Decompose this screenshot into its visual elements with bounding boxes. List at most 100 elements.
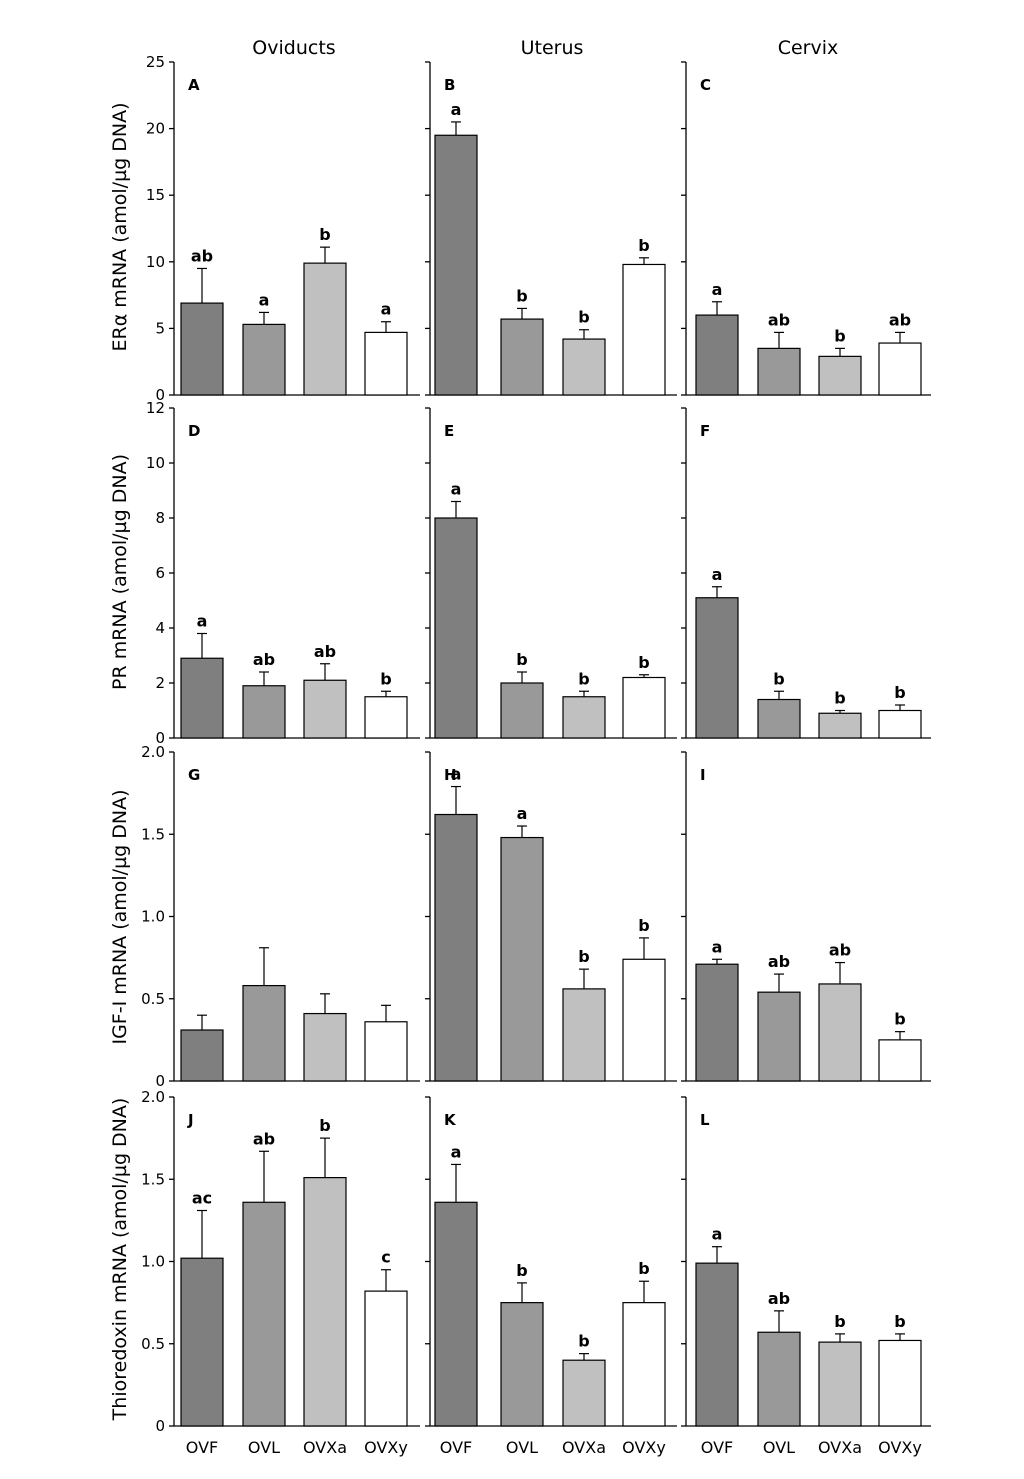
panel-letter: B bbox=[444, 76, 455, 94]
y-tick-label: 4 bbox=[155, 619, 165, 637]
panel-letter: E bbox=[444, 422, 454, 440]
significance-label: a bbox=[712, 280, 723, 299]
panel-letter: H bbox=[444, 766, 457, 784]
panel-f: Fa b b b bbox=[681, 407, 931, 739]
panel-i: Ia ab ab b bbox=[681, 751, 931, 1082]
y-tick-label: 0.5 bbox=[141, 1335, 165, 1353]
x-tick-label: OVL bbox=[248, 1438, 280, 1457]
bar-ovf bbox=[180, 1257, 224, 1427]
significance-label: a bbox=[451, 1142, 462, 1161]
significance-label: a bbox=[712, 1225, 723, 1244]
y-tick-label: 1.5 bbox=[141, 1170, 165, 1188]
bar-ovxa bbox=[303, 679, 347, 739]
y-tick-label: 2.0 bbox=[141, 1088, 165, 1106]
y-tick-label: 0 bbox=[155, 729, 165, 747]
x-tick-label: OVXa bbox=[818, 1438, 862, 1457]
significance-label: b bbox=[834, 1312, 845, 1331]
significance-label: b bbox=[578, 669, 589, 688]
panel-letter: D bbox=[188, 422, 200, 440]
panel-letter: F bbox=[700, 422, 710, 440]
panel-d: 0 2 4 6 8 10 12 Da ab ab b bbox=[146, 399, 420, 747]
significance-label: ab bbox=[253, 650, 275, 669]
panel-letter: I bbox=[700, 766, 706, 784]
panel-letter: K bbox=[444, 1111, 457, 1129]
significance-label: b bbox=[894, 683, 905, 702]
bar-ovxy bbox=[364, 696, 408, 739]
bar-ovl bbox=[242, 323, 286, 396]
y-tick-label: 20 bbox=[146, 120, 165, 138]
y-tick-label: 2.0 bbox=[141, 743, 165, 761]
x-tick-label: OVXy bbox=[878, 1438, 922, 1457]
bar-ovf bbox=[180, 657, 224, 739]
significance-label: b bbox=[773, 669, 784, 688]
bar-ovxa bbox=[303, 262, 347, 396]
significance-label: b bbox=[319, 225, 330, 244]
row-label-pr: PR mRNA (amol/µg DNA) bbox=[109, 454, 131, 690]
bar-ovxa bbox=[562, 1359, 606, 1427]
bar-ovl bbox=[242, 984, 286, 1082]
bar-ovf bbox=[434, 134, 478, 396]
significance-label: b bbox=[516, 286, 527, 305]
y-tick-label: 1.5 bbox=[141, 825, 165, 843]
row-label-igf1: IGF-I mRNA (amol/µg DNA) bbox=[109, 789, 131, 1044]
panel-letter: C bbox=[700, 76, 711, 94]
row-label-er-alpha: ERα mRNA (amol/µg DNA) bbox=[109, 102, 131, 351]
column-title-uterus: Uterus bbox=[521, 37, 584, 59]
significance-label: ab bbox=[253, 1129, 275, 1148]
significance-label: a bbox=[712, 565, 723, 584]
significance-label: a bbox=[712, 937, 723, 956]
x-tick-label: OVXa bbox=[303, 1438, 347, 1457]
bar-ovxa bbox=[562, 696, 606, 739]
bar-ovxy bbox=[364, 331, 408, 396]
significance-label: b bbox=[578, 1332, 589, 1351]
significance-label: a bbox=[381, 300, 392, 319]
significance-label: b bbox=[516, 650, 527, 669]
bar-ovxa bbox=[818, 983, 862, 1082]
significance-label: a bbox=[451, 100, 462, 119]
bar-ovl bbox=[757, 347, 801, 396]
significance-label: b bbox=[578, 947, 589, 966]
y-tick-label: 0.5 bbox=[141, 990, 165, 1008]
bar-ovf bbox=[180, 1029, 224, 1082]
panel-k: Ka OVF b OVL b OVXa b OVXy bbox=[425, 1096, 677, 1457]
panel-b: Ba b b b bbox=[425, 61, 677, 396]
significance-label: b bbox=[638, 1259, 649, 1278]
bar-ovxa bbox=[818, 712, 862, 739]
bar-ovl bbox=[242, 1201, 286, 1427]
x-tick-label: OVXy bbox=[622, 1438, 666, 1457]
y-tick-label: 15 bbox=[146, 186, 165, 204]
significance-label: ab bbox=[191, 246, 213, 265]
significance-label: ab bbox=[889, 310, 911, 329]
x-tick-label: OVF bbox=[701, 1438, 733, 1457]
panel-letter: G bbox=[188, 766, 200, 784]
y-tick-label: 5 bbox=[155, 319, 165, 337]
panel-letter: A bbox=[188, 76, 200, 94]
column-title-oviducts: Oviducts bbox=[252, 37, 335, 59]
y-tick-label: 6 bbox=[155, 564, 165, 582]
significance-label: ac bbox=[192, 1189, 212, 1208]
bar-ovxy bbox=[878, 1039, 922, 1082]
bar-ovxa bbox=[303, 1012, 347, 1082]
column-title-cervix: Cervix bbox=[778, 37, 839, 59]
bar-ovxy bbox=[364, 1290, 408, 1427]
significance-label: b bbox=[638, 916, 649, 935]
panel-g: 0 0.5 1.0 1.5 2.0 G bbox=[141, 743, 420, 1090]
bar-ovxy bbox=[878, 342, 922, 396]
significance-label: ab bbox=[829, 941, 851, 960]
bar-ovf bbox=[434, 517, 478, 739]
panels-layer: 0510152025AababaBabbbCaabbab024681012Daa… bbox=[141, 53, 931, 1457]
significance-label: b bbox=[894, 1312, 905, 1331]
x-tick-label: OVXy bbox=[364, 1438, 408, 1457]
bar-ovf bbox=[695, 314, 739, 396]
y-tick-label: 1.0 bbox=[141, 908, 165, 926]
panel-h: Ha a b b bbox=[425, 751, 677, 1082]
bar-ovxy bbox=[364, 1021, 408, 1082]
significance-label: a bbox=[451, 765, 462, 784]
bar-ovxa bbox=[818, 355, 862, 396]
bar-ovl bbox=[500, 682, 544, 739]
y-tick-label: 12 bbox=[146, 399, 165, 417]
x-tick-label: OVL bbox=[763, 1438, 795, 1457]
bar-ovxy bbox=[622, 1302, 666, 1427]
